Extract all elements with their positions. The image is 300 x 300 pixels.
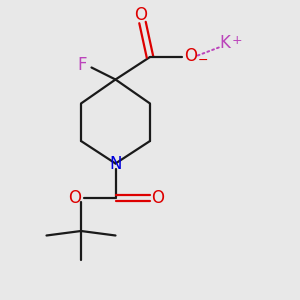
Text: +: + xyxy=(232,34,242,47)
Text: −: − xyxy=(198,53,209,67)
Text: O: O xyxy=(152,189,165,207)
Text: K: K xyxy=(220,34,230,52)
Text: O: O xyxy=(184,47,197,65)
Text: O: O xyxy=(68,189,81,207)
Text: O: O xyxy=(134,6,148,24)
Text: N: N xyxy=(110,155,122,173)
Text: F: F xyxy=(78,56,87,74)
